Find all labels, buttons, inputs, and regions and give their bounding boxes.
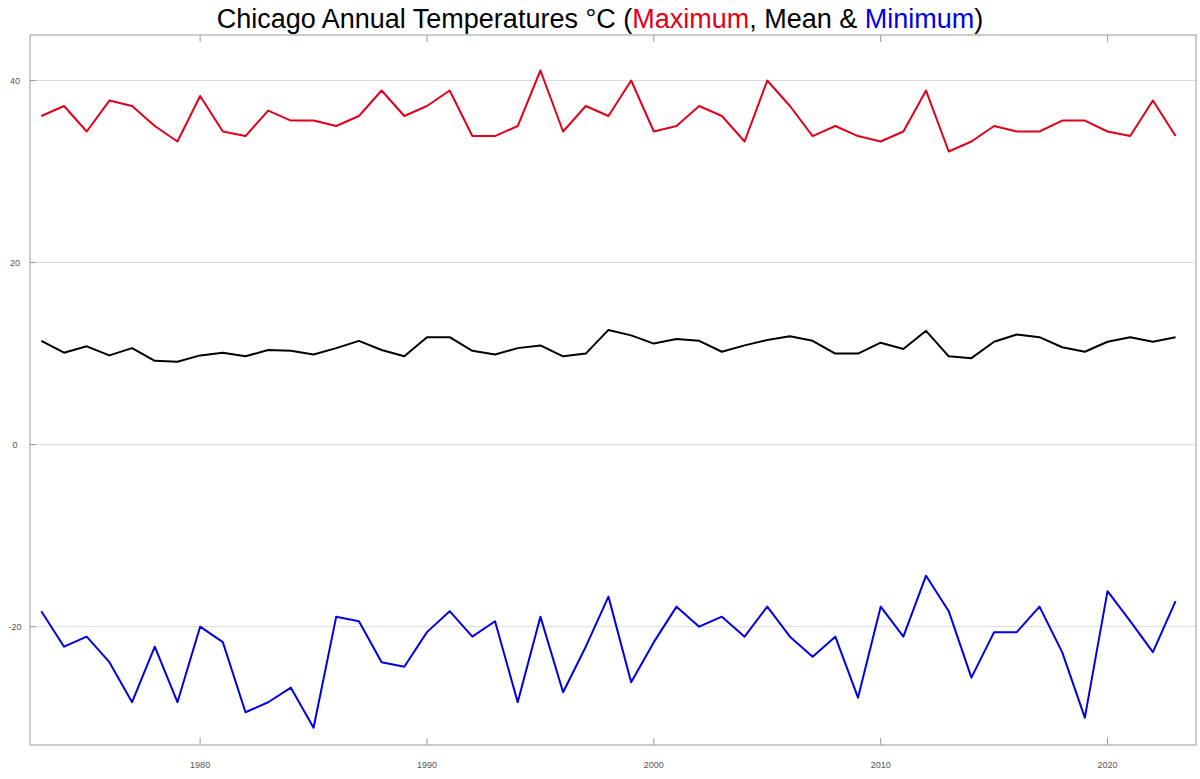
series-group	[41, 71, 1175, 728]
series-line	[41, 71, 1175, 152]
x-tick	[653, 35, 654, 42]
series-line	[41, 330, 1175, 362]
grid-line	[30, 444, 1196, 445]
x-tick	[426, 738, 427, 745]
y-tick	[30, 80, 36, 81]
y-tick-label: 20	[10, 258, 20, 268]
x-tick	[200, 35, 201, 42]
x-tick	[200, 738, 201, 745]
x-tick	[880, 738, 881, 745]
grid-line	[30, 80, 1196, 81]
y-tick	[30, 444, 36, 445]
x-tick-label: 1990	[417, 760, 437, 770]
x-tick	[1107, 35, 1108, 42]
y-tick	[30, 262, 36, 263]
y-tick-label: -20	[8, 622, 21, 632]
x-tick-label: 2000	[644, 760, 664, 770]
plot-area	[30, 35, 1196, 745]
chart: -20 0 20 40 1980 1990 2000 2010 2020 Chicago Annu…	[0, 0, 1200, 779]
x-tick-label: 1980	[190, 760, 210, 770]
x-tick	[1107, 738, 1108, 745]
x-tick	[880, 35, 881, 42]
x-tick	[426, 35, 427, 42]
y-tick-label: 0	[12, 440, 17, 450]
plot-frame	[30, 35, 1196, 745]
y-tick-label: 40	[10, 76, 20, 86]
title: Chicago Annual Temperatures °C (Maximum,…	[217, 4, 984, 34]
y-tick	[30, 626, 36, 627]
x-tick	[653, 738, 654, 745]
series-line	[41, 576, 1175, 728]
x-tick-label: 2010	[871, 760, 891, 770]
x-tick-label: 2020	[1098, 760, 1118, 770]
grid-line	[30, 262, 1196, 263]
